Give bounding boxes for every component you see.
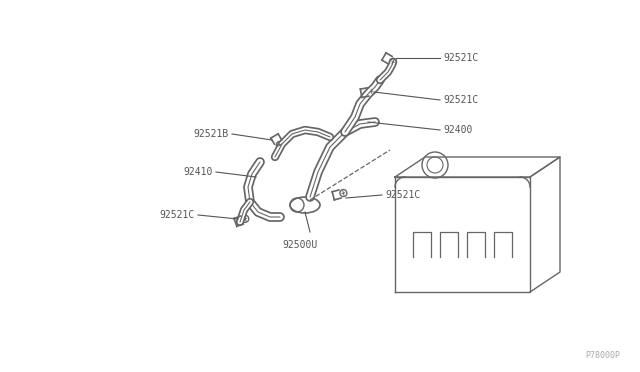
Text: 92521C: 92521C: [443, 53, 478, 63]
Text: 92521C: 92521C: [443, 95, 478, 105]
Text: 92400: 92400: [443, 125, 472, 135]
Text: 92500U: 92500U: [282, 240, 317, 250]
Text: 92521C: 92521C: [385, 190, 420, 200]
Text: 92521B: 92521B: [194, 129, 229, 139]
Text: P78000P: P78000P: [585, 351, 620, 360]
Text: 92521C: 92521C: [160, 210, 195, 220]
Text: 92410: 92410: [184, 167, 213, 177]
